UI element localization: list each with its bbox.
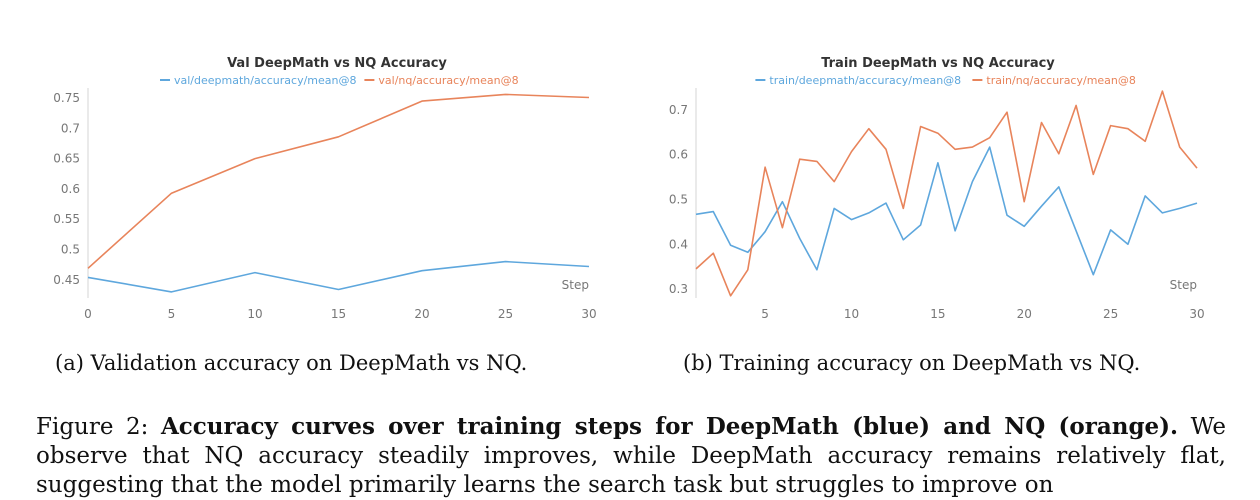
legend-label: val/nq/accuracy/mean@8 xyxy=(378,74,518,87)
chart-axes: 0.3 0.4 0.5 0.6 0.7 5 10 15 20 25 30 xyxy=(669,88,1205,321)
val-accuracy-chart: Val DeepMath vs NQ Accuracy val/deepmath… xyxy=(53,56,597,321)
legend-label: train/nq/accuracy/mean@8 xyxy=(986,74,1136,87)
y-tick-label: 0.6 xyxy=(61,182,80,196)
x-tick-label: 15 xyxy=(930,307,945,321)
x-tick-label: 20 xyxy=(414,307,429,321)
x-axis-label: Step xyxy=(562,278,589,292)
y-tick-label: 0.3 xyxy=(669,282,688,296)
chart-series xyxy=(695,90,1198,297)
y-tick-label: 0.65 xyxy=(53,152,80,166)
figure-caption-body: We observe that NQ accuracy steadily imp… xyxy=(36,414,1226,498)
series-line-nq xyxy=(695,90,1198,297)
chart-axes: 0.45 0.5 0.55 0.6 0.65 0.7 0.75 0 5 10 15 20 25 30 xyxy=(53,88,597,321)
train-accuracy-chart: Train DeepMath vs NQ Accuracy train/deep… xyxy=(669,56,1205,321)
x-tick-label: 30 xyxy=(581,307,596,321)
y-tick-label: 0.45 xyxy=(53,273,80,287)
chart-legend: train/deepmath/accuracy/mean@8 train/nq/a… xyxy=(755,74,1136,87)
x-tick-label: 10 xyxy=(844,307,859,321)
subfigure-caption-b: (b) Training accuracy on DeepMath vs NQ. xyxy=(683,351,1141,375)
y-tick-label: 0.4 xyxy=(669,237,688,251)
chart-title: Train DeepMath vs NQ Accuracy xyxy=(821,56,1055,71)
x-tick-label: 5 xyxy=(168,307,176,321)
y-tick-label: 0.7 xyxy=(61,121,80,135)
legend-label: train/deepmath/accuracy/mean@8 xyxy=(769,74,961,87)
x-tick-label: 0 xyxy=(84,307,92,321)
y-tick-label: 0.6 xyxy=(669,148,688,162)
subfigure-caption-a: (a) Validation accuracy on DeepMath vs N… xyxy=(55,351,528,375)
chart-legend: val/deepmath/accuracy/mean@8 val/nq/accur… xyxy=(160,74,519,87)
x-tick-label: 25 xyxy=(1103,307,1118,321)
series-line-deepmath xyxy=(695,146,1198,276)
x-axis-label: Step xyxy=(1170,278,1197,292)
series-line-deepmath xyxy=(87,260,590,293)
x-tick-label: 10 xyxy=(247,307,262,321)
figure-caption-prefix: Figure 2: xyxy=(36,414,161,440)
legend-label: val/deepmath/accuracy/mean@8 xyxy=(174,74,357,87)
figure-caption-bold: Accuracy curves over training steps for … xyxy=(160,413,1179,440)
x-tick-label: 15 xyxy=(331,307,346,321)
x-tick-label: 20 xyxy=(1017,307,1032,321)
y-tick-label: 0.7 xyxy=(669,103,688,117)
x-tick-label: 25 xyxy=(498,307,513,321)
y-tick-label: 0.5 xyxy=(61,243,80,257)
chart-title: Val DeepMath vs NQ Accuracy xyxy=(227,56,447,71)
y-tick-label: 0.75 xyxy=(53,91,80,105)
x-tick-label: 5 xyxy=(761,307,769,321)
chart-series xyxy=(87,93,590,293)
series-line-nq xyxy=(87,93,590,269)
y-tick-label: 0.5 xyxy=(669,192,688,206)
x-tick-label: 30 xyxy=(1189,307,1204,321)
figure-caption: Figure 2: Accuracy curves over training … xyxy=(36,412,1226,500)
y-tick-label: 0.55 xyxy=(53,212,80,226)
